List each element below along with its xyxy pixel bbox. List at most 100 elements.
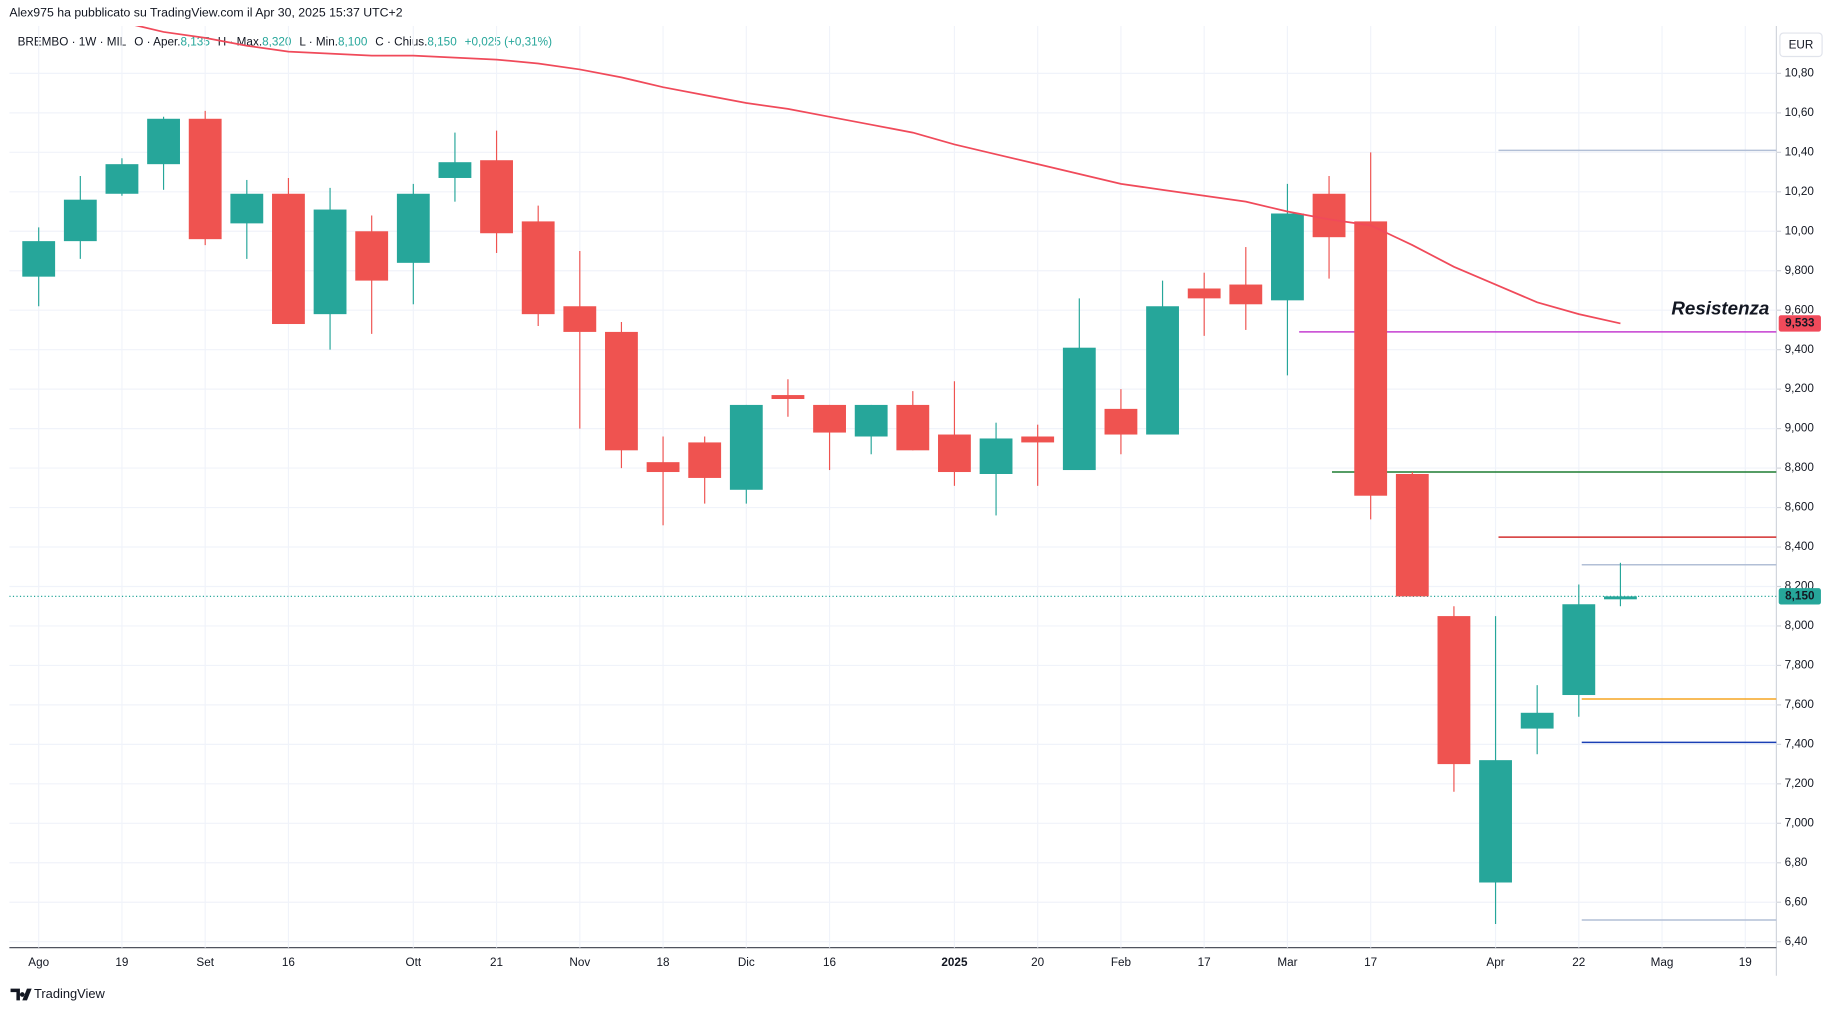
y-tick-label: 7,000 — [1785, 816, 1815, 829]
y-tick-label: 10,00 — [1785, 224, 1815, 237]
candle-body — [854, 404, 888, 437]
candle-body — [1062, 347, 1096, 471]
ohlc-legend: BREMBO · 1W · MIL O · Aper.8,135 H · Max… — [18, 36, 552, 49]
candle-body — [1520, 712, 1554, 729]
change: +0,025 (+0,31%) — [465, 36, 552, 49]
candle-body — [188, 118, 222, 240]
currency-box[interactable] — [1779, 32, 1823, 58]
x-tick-label: 2025 — [941, 956, 968, 969]
candle-body — [63, 199, 97, 242]
candle-body — [896, 404, 930, 451]
x-tick-label: Mar — [1277, 956, 1297, 969]
symbol: BREMBO · 1W · MIL — [18, 36, 127, 49]
candle-body — [272, 193, 305, 325]
y-tick-label: 6,40 — [1785, 935, 1808, 948]
x-tick-label: Ago — [28, 956, 49, 969]
x-tick-label: Mag — [1651, 956, 1674, 969]
candle-body — [1187, 288, 1221, 299]
y-tick-label: 6,80 — [1785, 856, 1808, 869]
x-tick-label: 19 — [1739, 956, 1752, 969]
y-tick-label: 9,200 — [1785, 382, 1815, 395]
x-tick-label: Ott — [405, 956, 421, 969]
candle-body — [1604, 596, 1637, 600]
x-tick-label: 19 — [115, 956, 128, 969]
y-tick-label: 9,600 — [1785, 303, 1815, 316]
candle-body — [771, 395, 805, 400]
candle-body — [1562, 604, 1596, 696]
candle-body — [813, 404, 846, 433]
candle-body — [979, 438, 1013, 474]
candle-body — [1146, 306, 1179, 435]
candle-body — [1104, 408, 1138, 435]
moving-average — [134, 26, 1621, 325]
y-tick-label: 8,800 — [1785, 461, 1815, 474]
x-tick-label: 22 — [1572, 956, 1585, 969]
candle-body — [313, 209, 347, 315]
candle-body — [646, 462, 680, 473]
open-value: 8,135 — [181, 36, 211, 49]
y-tick-label: 10,80 — [1785, 66, 1815, 79]
y-tick-label: 8,000 — [1785, 619, 1815, 632]
candle-body — [688, 442, 722, 478]
candle-body — [1021, 436, 1055, 443]
y-tick-label: 10,20 — [1785, 185, 1815, 198]
y-tick-label: 9,000 — [1785, 422, 1815, 435]
candle-body — [521, 221, 555, 315]
y-tick-label: 7,200 — [1785, 777, 1815, 790]
candle-body — [1229, 284, 1263, 305]
low-value: 8,100 — [338, 36, 368, 49]
x-tick-label: 18 — [657, 956, 671, 969]
candle-body — [1271, 213, 1304, 301]
candle-body — [605, 331, 638, 451]
y-tick-label: 6,60 — [1785, 895, 1808, 908]
x-tick-label: Apr — [1486, 956, 1504, 969]
close-label: C · Chius. — [375, 36, 427, 49]
candle-body — [729, 404, 763, 490]
ma-price-tag — [1778, 315, 1821, 332]
published-note: Alex975 ha pubblicato su TradingView.com… — [9, 5, 402, 19]
y-tick-label: 10,60 — [1785, 106, 1815, 119]
close-value: 8,150 — [427, 36, 457, 49]
candle-body — [396, 193, 430, 263]
low-label: L · Min. — [299, 36, 338, 49]
brand: TradingView — [34, 986, 106, 1001]
x-tick-label: 16 — [823, 956, 836, 969]
x-tick-label: Set — [196, 956, 214, 969]
y-tick-label: 8,600 — [1785, 501, 1815, 514]
x-tick-label: Dic — [738, 956, 755, 969]
candle-body — [355, 231, 389, 281]
y-tick-label: 9,800 — [1785, 264, 1815, 277]
high-label: H · Max. — [218, 36, 262, 49]
open-label: O · Aper. — [134, 36, 180, 49]
x-tick-label: 17 — [1198, 956, 1211, 969]
y-tick-label: 9,400 — [1785, 343, 1815, 356]
y-tick-label: 8,400 — [1785, 540, 1815, 553]
brand-logo — [10, 988, 32, 1001]
line-annotation: Resistenza — [1671, 298, 1769, 319]
y-tick-label: 7,400 — [1785, 737, 1815, 750]
candle-body — [1395, 473, 1429, 597]
candle-body — [1437, 616, 1471, 765]
x-tick-label: 16 — [282, 956, 295, 969]
x-tick-label: 20 — [1031, 956, 1045, 969]
ma-price-label: 9,533 — [1785, 317, 1815, 330]
x-tick-label: 17 — [1364, 956, 1377, 969]
candle-body — [1312, 193, 1346, 238]
currency[interactable]: EUR — [1789, 38, 1814, 51]
last-price-tag — [1778, 588, 1821, 605]
y-tick-label: 7,600 — [1785, 698, 1815, 711]
y-tick-label: 7,800 — [1785, 659, 1815, 672]
x-tick-label: Feb — [1111, 956, 1132, 969]
candle-body — [1354, 221, 1388, 496]
high-value: 8,320 — [262, 36, 292, 49]
candle-body — [1479, 760, 1512, 883]
candle-body — [938, 434, 971, 473]
candle-body — [147, 118, 180, 165]
candle-body — [563, 306, 597, 332]
x-tick-label: Nov — [569, 956, 590, 969]
last-price-label: 8,150 — [1785, 589, 1815, 602]
candle-body — [480, 160, 513, 234]
y-tick-label: 10,40 — [1785, 145, 1815, 158]
candle-body — [22, 241, 56, 277]
